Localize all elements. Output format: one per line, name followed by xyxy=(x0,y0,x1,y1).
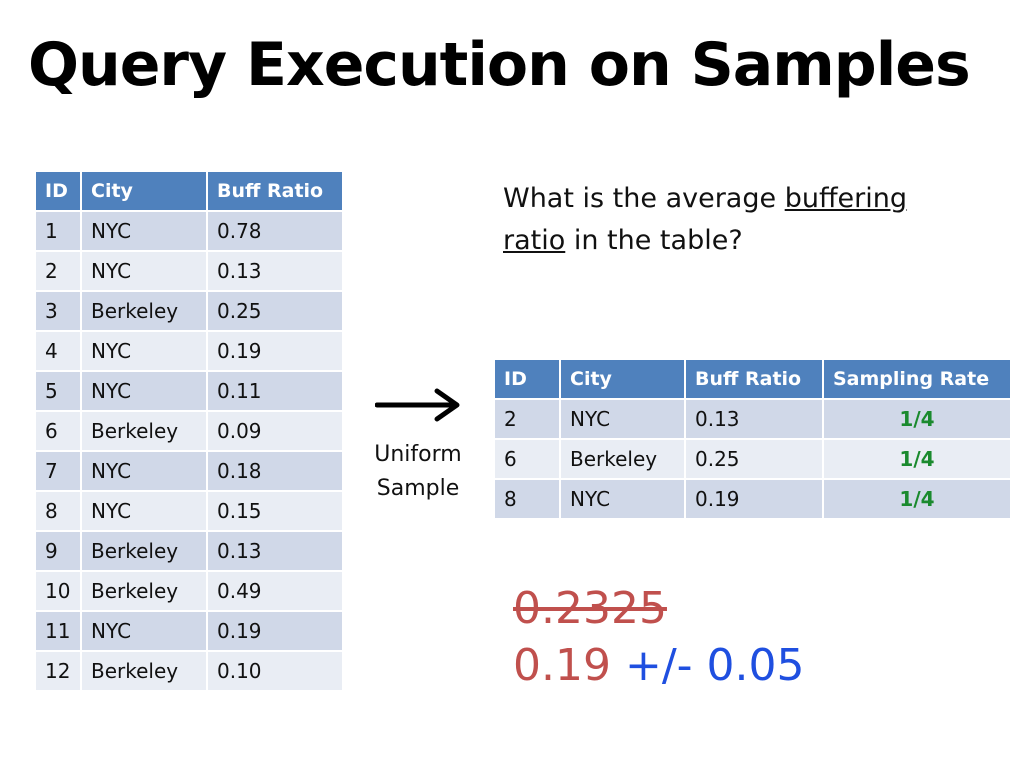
estimated-answer: 0.19 +/- 0.05 xyxy=(513,640,805,691)
column-header-sampling-rate: Sampling Rate xyxy=(822,358,1012,400)
table-row: 4 NYC 0.19 xyxy=(34,330,344,372)
table-row: 7 NYC 0.18 xyxy=(34,450,344,492)
table-row: 8 NYC 0.15 xyxy=(34,490,344,532)
cell-city: NYC xyxy=(80,250,208,292)
table-row: 2 NYC 0.13 xyxy=(34,250,344,292)
cell-buff-ratio: 0.09 xyxy=(206,410,344,452)
cell-city: Berkeley xyxy=(80,650,208,692)
cell-buff-ratio: 0.78 xyxy=(206,210,344,252)
cell-city: NYC xyxy=(80,490,208,532)
sample-table: ID City Buff Ratio Sampling Rate 2 NYC 0… xyxy=(493,358,1012,520)
cell-id: 1 xyxy=(34,210,82,252)
uniform-sample-label-line1: Uniform xyxy=(374,442,462,467)
cell-id: 11 xyxy=(34,610,82,652)
question-underlined-buffering: buffering xyxy=(784,183,908,214)
cell-city: NYC xyxy=(80,450,208,492)
cell-buff-ratio: 0.25 xyxy=(206,290,344,332)
cell-id: 8 xyxy=(493,478,561,520)
error-bound: +/- 0.05 xyxy=(624,640,805,691)
arrow-right-icon xyxy=(375,388,460,422)
cell-city: Berkeley xyxy=(80,410,208,452)
table-row: 6 Berkeley 0.25 1/4 xyxy=(493,438,1012,480)
cell-city: Berkeley xyxy=(80,570,208,612)
cell-sampling-rate: 1/4 xyxy=(822,398,1012,440)
cell-buff-ratio: 0.18 xyxy=(206,450,344,492)
table-row: 1 NYC 0.78 xyxy=(34,210,344,252)
question-suffix: in the table? xyxy=(565,225,743,256)
cell-city: NYC xyxy=(80,210,208,252)
slide-title: Query Execution on Samples xyxy=(28,30,971,100)
column-header-buff-ratio: Buff Ratio xyxy=(206,170,344,212)
cell-id: 9 xyxy=(34,530,82,572)
cell-buff-ratio: 0.49 xyxy=(206,570,344,612)
cell-city: NYC xyxy=(559,398,686,440)
table-row: 12 Berkeley 0.10 xyxy=(34,650,344,692)
question-text: What is the average buffering ratio in t… xyxy=(503,178,943,262)
table-row: 2 NYC 0.13 1/4 xyxy=(493,398,1012,440)
cell-id: 2 xyxy=(493,398,561,440)
cell-id: 5 xyxy=(34,370,82,412)
cell-id: 6 xyxy=(34,410,82,452)
cell-buff-ratio: 0.19 xyxy=(206,610,344,652)
table-row: 9 Berkeley 0.13 xyxy=(34,530,344,572)
cell-buff-ratio: 0.13 xyxy=(206,250,344,292)
cell-city: NYC xyxy=(559,478,686,520)
cell-city: Berkeley xyxy=(80,530,208,572)
cell-sampling-rate: 1/4 xyxy=(822,478,1012,520)
cell-id: 12 xyxy=(34,650,82,692)
exact-answer-strikethrough: 0.2325 xyxy=(513,583,667,634)
table-row: 10 Berkeley 0.49 xyxy=(34,570,344,612)
table-row: 3 Berkeley 0.25 xyxy=(34,290,344,332)
cell-buff-ratio: 0.10 xyxy=(206,650,344,692)
cell-buff-ratio: 0.11 xyxy=(206,370,344,412)
column-header-city: City xyxy=(80,170,208,212)
question-underlined-ratio: ratio xyxy=(503,225,566,256)
cell-city: NYC xyxy=(80,330,208,372)
cell-buff-ratio: 0.13 xyxy=(684,398,824,440)
cell-buff-ratio: 0.25 xyxy=(684,438,824,480)
table-row: 8 NYC 0.19 1/4 xyxy=(493,478,1012,520)
table-header-row: ID City Buff Ratio Sampling Rate xyxy=(493,358,1012,400)
cell-id: 4 xyxy=(34,330,82,372)
column-header-id: ID xyxy=(34,170,82,212)
column-header-buff-ratio: Buff Ratio xyxy=(684,358,824,400)
column-header-city: City xyxy=(559,358,686,400)
question-prefix: What is the average xyxy=(503,183,785,214)
table-row: 11 NYC 0.19 xyxy=(34,610,344,652)
estimate-value: 0.19 xyxy=(513,640,611,691)
cell-city: NYC xyxy=(80,370,208,412)
table-row: 5 NYC 0.11 xyxy=(34,370,344,412)
cell-sampling-rate: 1/4 xyxy=(822,438,1012,480)
uniform-sample-label: Uniform Sample xyxy=(362,438,474,506)
cell-buff-ratio: 0.13 xyxy=(206,530,344,572)
cell-buff-ratio: 0.15 xyxy=(206,490,344,532)
column-header-id: ID xyxy=(493,358,561,400)
cell-buff-ratio: 0.19 xyxy=(684,478,824,520)
uniform-sample-label-line2: Sample xyxy=(376,476,460,501)
table-header-row: ID City Buff Ratio xyxy=(34,170,344,212)
cell-id: 7 xyxy=(34,450,82,492)
cell-id: 3 xyxy=(34,290,82,332)
cell-city: Berkeley xyxy=(80,290,208,332)
full-table: ID City Buff Ratio 1 NYC 0.78 2 NYC 0.13… xyxy=(34,170,344,692)
cell-id: 8 xyxy=(34,490,82,532)
cell-city: Berkeley xyxy=(559,438,686,480)
cell-id: 10 xyxy=(34,570,82,612)
cell-city: NYC xyxy=(80,610,208,652)
cell-buff-ratio: 0.19 xyxy=(206,330,344,372)
cell-id: 2 xyxy=(34,250,82,292)
table-row: 6 Berkeley 0.09 xyxy=(34,410,344,452)
cell-id: 6 xyxy=(493,438,561,480)
